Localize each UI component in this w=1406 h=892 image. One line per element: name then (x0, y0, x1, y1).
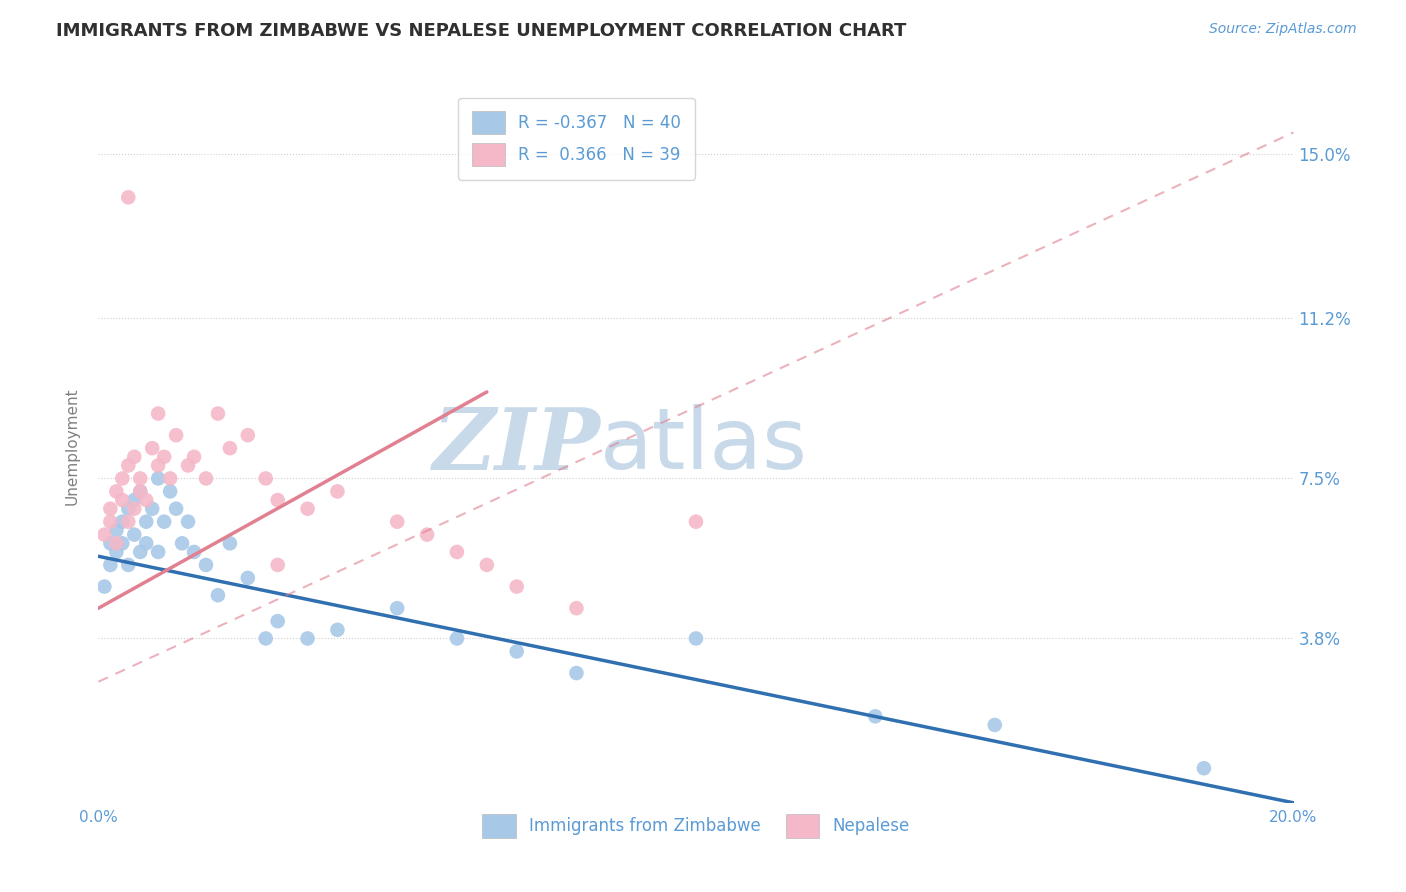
Text: Source: ZipAtlas.com: Source: ZipAtlas.com (1209, 22, 1357, 37)
Point (685, 632, 707, 646)
Point (135, 536, 157, 550)
Point (124, 493, 146, 508)
Point (183, 545, 205, 559)
Point (141, 441, 163, 455)
Point (446, 632, 468, 646)
Point (148, 471, 170, 485)
Point (135, 493, 157, 508)
Point (159, 484, 181, 499)
Point (153, 515, 176, 529)
Point (297, 501, 319, 516)
Point (254, 471, 277, 485)
Point (148, 458, 170, 473)
Point (148, 407, 170, 421)
Point (98, 515, 122, 529)
Point (446, 545, 468, 559)
Point (177, 515, 200, 529)
Point (219, 441, 242, 455)
Point (326, 623, 349, 637)
Point (236, 428, 259, 442)
Point (111, 471, 134, 485)
Point (195, 471, 218, 485)
Point (177, 458, 200, 473)
Point (165, 428, 187, 442)
Point (183, 450, 205, 464)
Point (267, 493, 290, 508)
Point (159, 471, 181, 485)
Point (105, 545, 128, 559)
Point (98, 501, 122, 516)
Point (207, 588, 229, 602)
Point (565, 666, 588, 681)
Point (685, 515, 707, 529)
Point (117, 458, 139, 473)
Point (111, 536, 134, 550)
Point (129, 545, 152, 559)
Point (165, 501, 187, 516)
Point (1192, 761, 1215, 775)
Point (475, 558, 498, 572)
Point (117, 501, 139, 516)
Point (111, 493, 134, 508)
Point (565, 601, 588, 615)
Point (105, 484, 128, 499)
Point (254, 632, 277, 646)
Point (141, 501, 163, 516)
Point (506, 580, 529, 594)
Point (153, 450, 176, 464)
Point (267, 614, 290, 628)
Point (98, 558, 122, 572)
Point (984, 718, 1007, 732)
Point (326, 484, 349, 499)
Point (416, 527, 439, 541)
Point (506, 644, 529, 658)
Point (129, 484, 152, 499)
Point (98, 536, 122, 550)
Point (172, 536, 194, 550)
Point (117, 190, 139, 204)
Text: ZIP: ZIP (433, 404, 600, 488)
Point (124, 450, 146, 464)
Text: atlas: atlas (600, 404, 808, 488)
Point (219, 536, 242, 550)
Text: IMMIGRANTS FROM ZIMBABWE VS NEPALESE UNEMPLOYMENT CORRELATION CHART: IMMIGRANTS FROM ZIMBABWE VS NEPALESE UNE… (56, 22, 907, 40)
Point (267, 558, 290, 572)
Point (385, 515, 409, 529)
Point (129, 484, 152, 499)
Point (135, 515, 157, 529)
Legend: Immigrants from Zimbabwe, Nepalese: Immigrants from Zimbabwe, Nepalese (475, 807, 917, 845)
Point (195, 558, 218, 572)
Point (865, 709, 887, 723)
Point (111, 515, 134, 529)
Point (297, 632, 319, 646)
Point (385, 601, 409, 615)
Point (105, 524, 128, 538)
Point (207, 407, 229, 421)
Point (93, 580, 115, 594)
Point (117, 515, 139, 529)
Point (105, 536, 128, 550)
Point (93, 527, 115, 541)
Point (124, 527, 146, 541)
Point (148, 545, 170, 559)
Point (124, 501, 146, 516)
Y-axis label: Unemployment: Unemployment (65, 387, 80, 505)
Point (129, 471, 152, 485)
Point (236, 571, 259, 585)
Point (117, 558, 139, 572)
